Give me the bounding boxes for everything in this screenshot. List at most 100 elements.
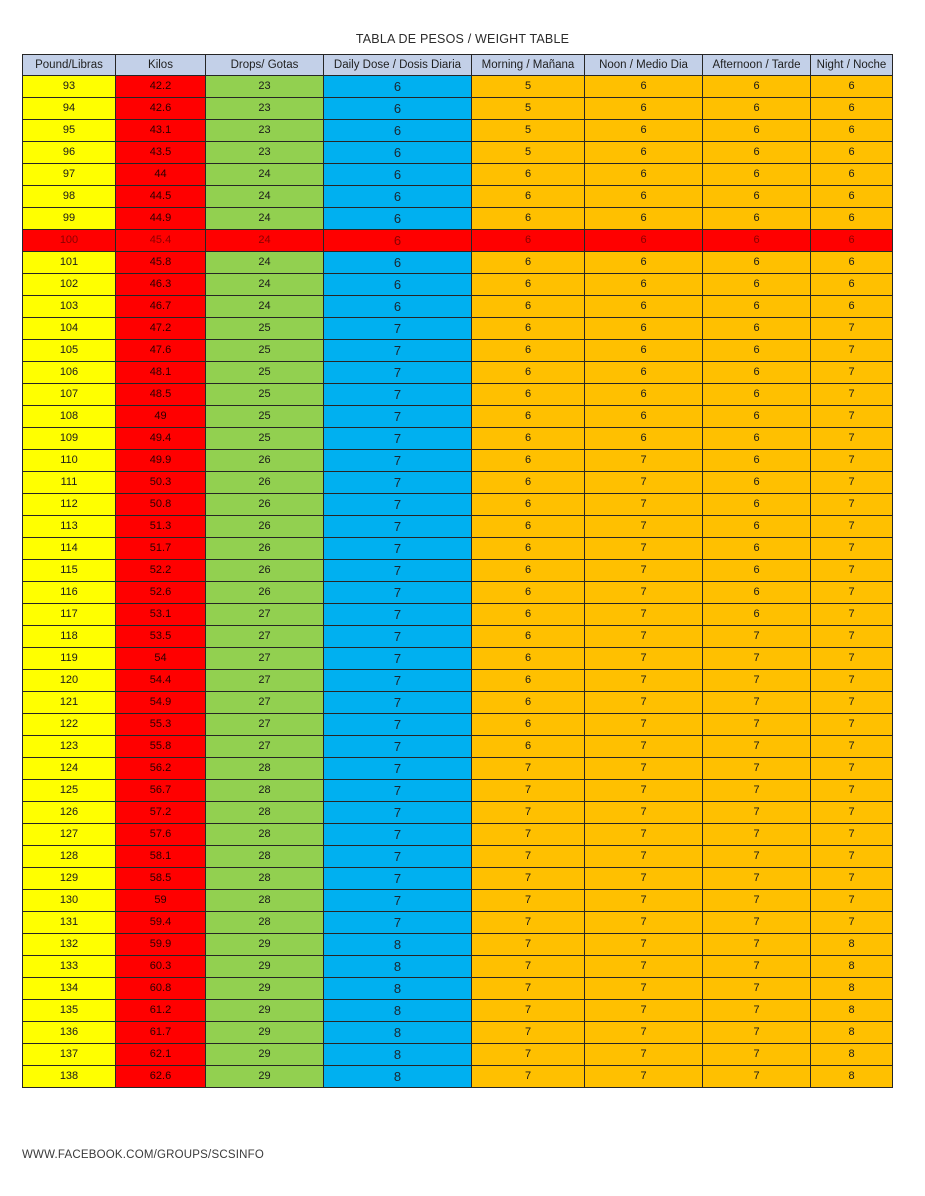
table-row[interactable]: 120 54.4 27 7 6 7 7 7 [22, 669, 893, 692]
table-row[interactable]: 96 43.5 23 6 5 6 6 6 [22, 141, 893, 164]
table-row[interactable]: 95 43.1 23 6 5 6 6 6 [22, 119, 893, 142]
column-header-drops[interactable]: Drops/ Gotas [205, 54, 324, 76]
table-row[interactable]: 122 55.3 27 7 6 7 7 7 [22, 713, 893, 736]
cell-kilos: 50.8 [115, 493, 206, 516]
table-row[interactable]: 108 49 25 7 6 6 6 7 [22, 405, 893, 428]
cell-afternoon: 6 [702, 581, 811, 604]
table-row[interactable]: 117 53.1 27 7 6 7 6 7 [22, 603, 893, 626]
cell-pound: 103 [22, 295, 116, 318]
table-row[interactable]: 126 57.2 28 7 7 7 7 7 [22, 801, 893, 824]
table-row[interactable]: 124 56.2 28 7 7 7 7 7 [22, 757, 893, 780]
cell-drops: 25 [205, 427, 324, 450]
cell-kilos: 54.4 [115, 669, 206, 692]
cell-noon: 7 [584, 515, 703, 538]
cell-daily-dose: 6 [323, 119, 472, 142]
cell-daily-dose: 6 [323, 163, 472, 186]
table-row[interactable]: 109 49.4 25 7 6 6 6 7 [22, 427, 893, 450]
table-row[interactable]: 118 53.5 27 7 6 7 7 7 [22, 625, 893, 648]
cell-daily-dose: 8 [323, 977, 472, 1000]
cell-daily-dose: 6 [323, 295, 472, 318]
cell-noon: 7 [584, 889, 703, 912]
cell-kilos: 46.3 [115, 273, 206, 296]
table-row[interactable]: 130 59 28 7 7 7 7 7 [22, 889, 893, 912]
table-row[interactable]: 119 54 27 7 6 7 7 7 [22, 647, 893, 670]
column-header-afternoon[interactable]: Afternoon / Tarde [702, 54, 811, 76]
cell-drops: 26 [205, 537, 324, 560]
table-row[interactable]: 101 45.8 24 6 6 6 6 6 [22, 251, 893, 274]
cell-drops: 24 [205, 295, 324, 318]
cell-drops: 26 [205, 471, 324, 494]
cell-afternoon: 7 [702, 977, 811, 1000]
table-row[interactable]: 111 50.3 26 7 6 7 6 7 [22, 471, 893, 494]
table-row[interactable]: 106 48.1 25 7 6 6 6 7 [22, 361, 893, 384]
column-header-morning[interactable]: Morning / Mañana [471, 54, 585, 76]
weight-table-container: Pound/Libras Kilos Drops/ Gotas Daily Dose … [22, 54, 893, 1088]
cell-pound: 118 [22, 625, 116, 648]
cell-daily-dose: 8 [323, 1043, 472, 1066]
cell-pound: 137 [22, 1043, 116, 1066]
cell-noon: 6 [584, 185, 703, 208]
table-row[interactable]: 127 57.6 28 7 7 7 7 7 [22, 823, 893, 846]
table-row[interactable]: 115 52.2 26 7 6 7 6 7 [22, 559, 893, 582]
cell-drops: 29 [205, 977, 324, 1000]
cell-night: 6 [810, 75, 893, 98]
table-row[interactable]: 103 46.7 24 6 6 6 6 6 [22, 295, 893, 318]
cell-afternoon: 6 [702, 493, 811, 516]
cell-kilos: 60.8 [115, 977, 206, 1000]
table-row[interactable]: 112 50.8 26 7 6 7 6 7 [22, 493, 893, 516]
cell-afternoon: 7 [702, 801, 811, 824]
table-row[interactable]: 138 62.6 29 8 7 7 7 8 [22, 1065, 893, 1088]
cell-pound: 134 [22, 977, 116, 1000]
table-row[interactable]: 137 62.1 29 8 7 7 7 8 [22, 1043, 893, 1066]
table-row[interactable]: 94 42.6 23 6 5 6 6 6 [22, 97, 893, 120]
table-row[interactable]: 134 60.8 29 8 7 7 7 8 [22, 977, 893, 1000]
table-row[interactable]: 113 51.3 26 7 6 7 6 7 [22, 515, 893, 538]
cell-pound: 96 [22, 141, 116, 164]
cell-afternoon: 6 [702, 427, 811, 450]
cell-night: 7 [810, 559, 893, 582]
table-row[interactable]: 132 59.9 29 8 7 7 7 8 [22, 933, 893, 956]
table-row[interactable]: 129 58.5 28 7 7 7 7 7 [22, 867, 893, 890]
cell-pound: 138 [22, 1065, 116, 1088]
cell-kilos: 55.3 [115, 713, 206, 736]
cell-morning: 6 [471, 185, 585, 208]
table-row[interactable]: 105 47.6 25 7 6 6 6 7 [22, 339, 893, 362]
table-row[interactable]: 123 55.8 27 7 6 7 7 7 [22, 735, 893, 758]
table-row[interactable]: 136 61.7 29 8 7 7 7 8 [22, 1021, 893, 1044]
cell-daily-dose: 6 [323, 207, 472, 230]
table-row[interactable]: 135 61.2 29 8 7 7 7 8 [22, 999, 893, 1022]
table-row[interactable]: 97 44 24 6 6 6 6 6 [22, 163, 893, 186]
column-header-daily-dose[interactable]: Daily Dose / Dosis Diaria [323, 54, 472, 76]
cell-pound: 130 [22, 889, 116, 912]
table-row[interactable]: 121 54.9 27 7 6 7 7 7 [22, 691, 893, 714]
column-header-night[interactable]: Night / Noche [810, 54, 893, 76]
cell-drops: 23 [205, 97, 324, 120]
table-row[interactable]: 99 44.9 24 6 6 6 6 6 [22, 207, 893, 230]
table-row[interactable]: 133 60.3 29 8 7 7 7 8 [22, 955, 893, 978]
column-header-noon[interactable]: Noon / Medio Dia [584, 54, 703, 76]
cell-daily-dose: 7 [323, 647, 472, 670]
table-row[interactable]: 116 52.6 26 7 6 7 6 7 [22, 581, 893, 604]
cell-noon: 7 [584, 449, 703, 472]
column-header-kilos[interactable]: Kilos [115, 54, 206, 76]
cell-drops: 28 [205, 757, 324, 780]
cell-noon: 7 [584, 691, 703, 714]
cell-drops: 28 [205, 911, 324, 934]
cell-morning: 6 [471, 229, 585, 252]
table-row[interactable]: 98 44.5 24 6 6 6 6 6 [22, 185, 893, 208]
column-header-pound[interactable]: Pound/Libras [22, 54, 116, 76]
cell-noon: 7 [584, 955, 703, 978]
cell-night: 7 [810, 493, 893, 516]
table-row-highlighted[interactable]: 100 45.4 24 6 6 6 6 6 [22, 229, 893, 252]
table-row[interactable]: 131 59.4 28 7 7 7 7 7 [22, 911, 893, 934]
table-row[interactable]: 93 42.2 23 6 5 6 6 6 [22, 75, 893, 98]
table-row[interactable]: 110 49.9 26 7 6 7 6 7 [22, 449, 893, 472]
table-row[interactable]: 104 47.2 25 7 6 6 6 7 [22, 317, 893, 340]
table-row[interactable]: 125 56.7 28 7 7 7 7 7 [22, 779, 893, 802]
cell-kilos: 42.2 [115, 75, 206, 98]
table-row[interactable]: 114 51.7 26 7 6 7 6 7 [22, 537, 893, 560]
cell-kilos: 59.4 [115, 911, 206, 934]
table-row[interactable]: 107 48.5 25 7 6 6 6 7 [22, 383, 893, 406]
table-row[interactable]: 102 46.3 24 6 6 6 6 6 [22, 273, 893, 296]
table-row[interactable]: 128 58.1 28 7 7 7 7 7 [22, 845, 893, 868]
